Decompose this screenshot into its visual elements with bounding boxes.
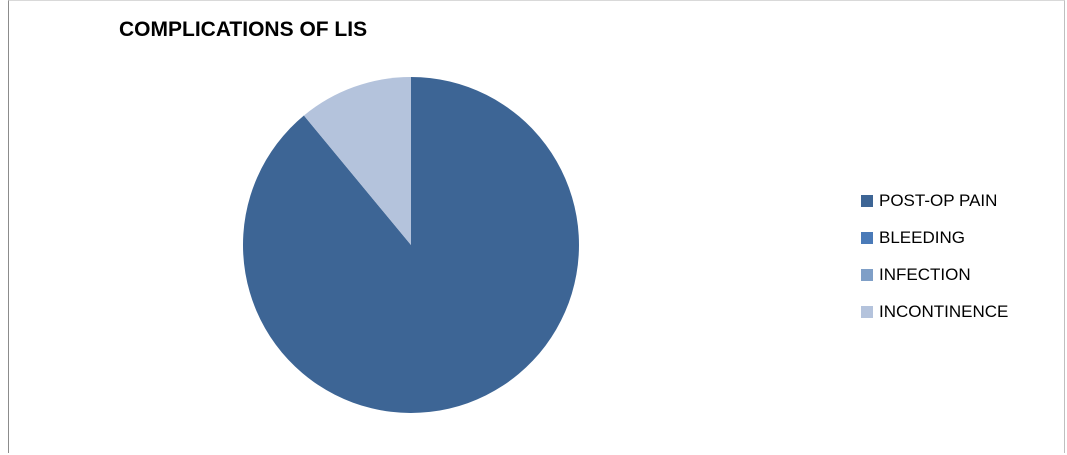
legend-item: BLEEDING (861, 219, 1061, 256)
legend-label: INCONTINENCE (879, 301, 1009, 321)
pie-slice-incontinence (303, 77, 411, 245)
legend-item: INFECTION (861, 256, 1061, 293)
pie-slice-post-op-pain (242, 77, 579, 414)
legend-swatch (861, 305, 873, 318)
legend-label: BLEEDING (879, 227, 965, 247)
chart-title: COMPLICATIONS OF LIS (119, 18, 368, 41)
legend-swatch (861, 231, 873, 244)
legend-item: POST-OP PAIN (861, 182, 1061, 219)
legend-label: INFECTION (879, 264, 971, 284)
legend-label: POST-OP PAIN (879, 190, 998, 210)
legend-item: INCONTINENCE (861, 293, 1061, 330)
legend-swatch (861, 268, 873, 281)
legend-swatch (861, 194, 873, 207)
chart-legend: POST-OP PAIN BLEEDING INFECTION INCONTINENC… (861, 182, 1061, 330)
